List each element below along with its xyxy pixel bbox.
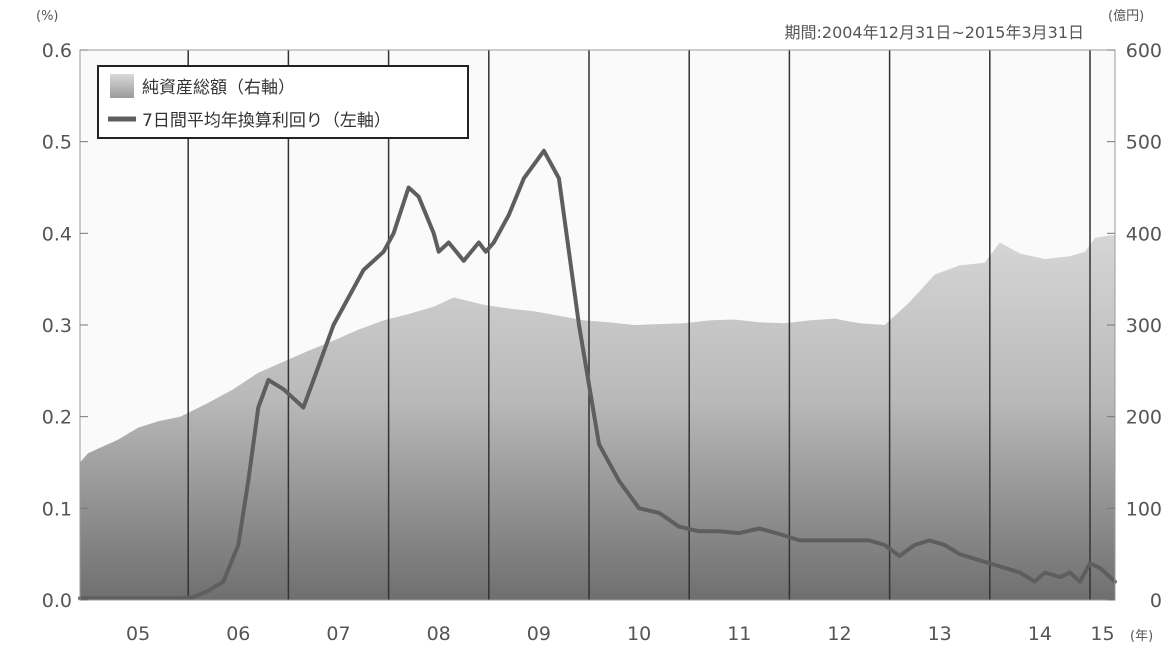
x-axis-unit: (年) bbox=[1130, 629, 1153, 644]
left-tick-label: 0.0 bbox=[42, 590, 72, 612]
net-assets-area bbox=[80, 235, 1115, 600]
left-tick-label: 0.5 bbox=[42, 132, 72, 154]
x-tick-label: 05 bbox=[126, 623, 150, 645]
right-tick-label: 600 bbox=[1126, 40, 1162, 62]
x-tick-label: 10 bbox=[627, 623, 651, 645]
right-tick-label: 0 bbox=[1150, 590, 1162, 612]
x-tick-label: 13 bbox=[928, 623, 952, 645]
legend-box bbox=[97, 65, 469, 139]
x-tick-label: 11 bbox=[727, 623, 751, 645]
x-tick-label: 07 bbox=[326, 623, 350, 645]
x-tick-label: 14 bbox=[1028, 623, 1052, 645]
period-note: 期間:2004年12月31日~2015年3月31日 bbox=[785, 23, 1085, 42]
legend-item-area: 純資産総額（右軸） bbox=[142, 78, 295, 98]
x-tick-label: 06 bbox=[226, 623, 250, 645]
right-tick-label: 300 bbox=[1126, 315, 1162, 337]
left-axis-unit: (%) bbox=[36, 9, 59, 24]
legend-area-swatch bbox=[110, 74, 134, 98]
right-axis-unit: (億円) bbox=[1108, 8, 1144, 24]
legend-item-line: 7日間平均年換算利回り（左軸） bbox=[142, 111, 391, 131]
right-tick-label: 100 bbox=[1126, 498, 1162, 520]
right-tick-label: 500 bbox=[1126, 132, 1162, 154]
x-axis-ticks: 05 06 07 08 09 10 11 12 13 14 15 bbox=[126, 623, 1115, 645]
area-layer bbox=[80, 235, 1115, 600]
yield-line bbox=[78, 148, 1117, 601]
right-axis-ticks: 0 100 200 300 400 500 600 bbox=[1107, 40, 1162, 612]
right-tick-label: 200 bbox=[1126, 407, 1162, 429]
left-tick-label: 0.2 bbox=[42, 407, 72, 429]
left-tick-label: 0.4 bbox=[42, 223, 72, 245]
x-tick-label: 15 bbox=[1090, 623, 1114, 645]
x-tick-label: 08 bbox=[427, 623, 451, 645]
line-layer bbox=[78, 148, 1117, 601]
right-tick-label: 400 bbox=[1126, 223, 1162, 245]
x-tick-label: 12 bbox=[827, 623, 851, 645]
year-grid bbox=[187, 50, 1091, 600]
legend: 純資産総額（右軸） 7日間平均年換算利回り（左軸） bbox=[97, 65, 469, 139]
left-tick-label: 0.3 bbox=[42, 315, 72, 337]
left-tick-label: 0.1 bbox=[42, 498, 72, 520]
left-axis-ticks: 0.0 0.1 0.2 0.3 0.4 0.5 0.6 bbox=[42, 40, 88, 612]
left-tick-label: 0.6 bbox=[42, 40, 72, 62]
x-tick-label: 09 bbox=[527, 623, 551, 645]
